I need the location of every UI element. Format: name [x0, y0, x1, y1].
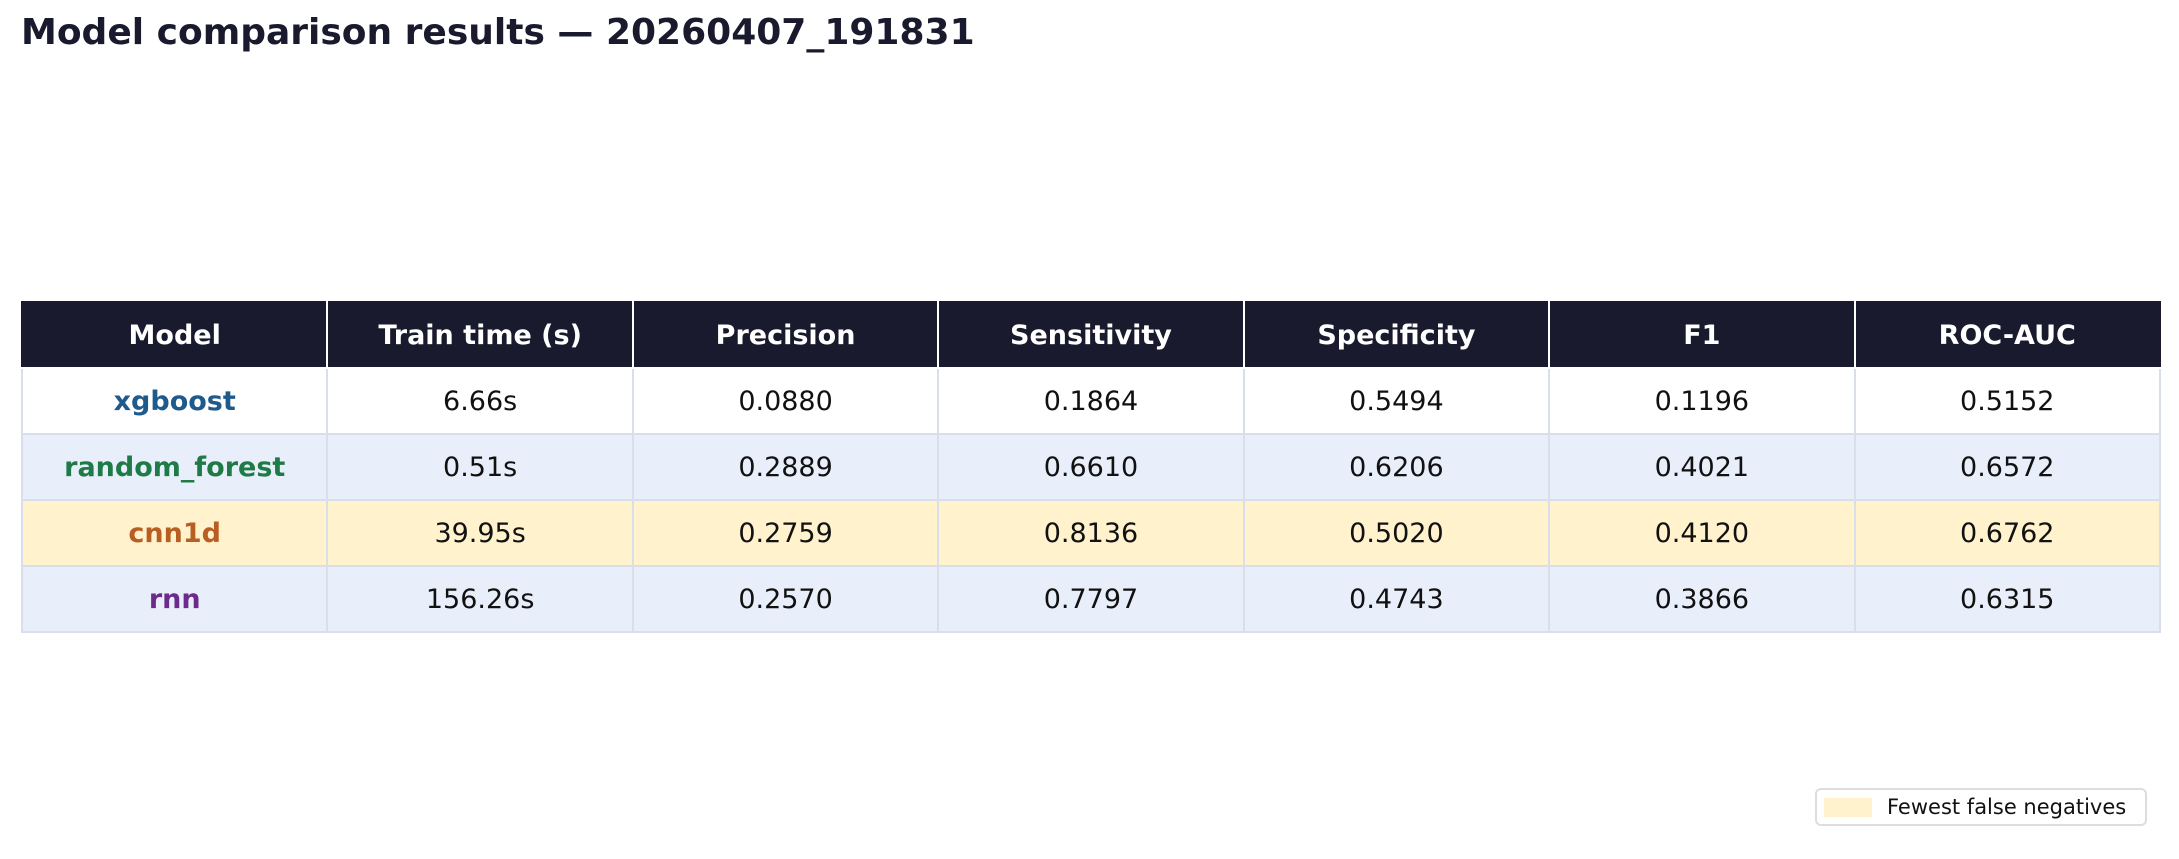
model-name: random_forest — [20, 433, 329, 501]
table-row: random_forest 0.51s 0.2889 0.6610 0.6206 0.40… — [20, 433, 2162, 501]
model-name: rnn — [20, 565, 329, 633]
cell: 156.26s — [326, 565, 634, 633]
cell: 0.6206 — [1242, 433, 1551, 501]
table-header: Model Train time (s) Precision Sensitivity S… — [20, 301, 2162, 369]
cell: 0.6762 — [1853, 499, 2162, 567]
results-table: Model Train time (s) Precision Sensitivity S… — [20, 301, 2162, 633]
column-header: Model — [20, 301, 329, 369]
cell: 0.6572 — [1853, 433, 2162, 501]
legend-label: Fewest false negatives — [1887, 795, 2127, 819]
cell: 0.4021 — [1548, 433, 1856, 501]
column-header: Precision — [631, 301, 940, 369]
cell: 0.0880 — [631, 367, 940, 435]
cell: 6.66s — [326, 367, 634, 435]
table-body: xgboost 6.66s 0.0880 0.1864 0.5494 0.1196 0.51… — [20, 367, 2162, 633]
model-name: xgboost — [20, 367, 329, 435]
column-header: Specificity — [1242, 301, 1551, 369]
cell: 0.8136 — [937, 499, 1245, 567]
cell: 0.4743 — [1242, 565, 1551, 633]
column-header: ROC-AUC — [1853, 301, 2162, 369]
legend-swatch — [1824, 798, 1872, 817]
cell: 0.2570 — [631, 565, 940, 633]
cell: 0.6610 — [937, 433, 1245, 501]
cell: 0.5020 — [1242, 499, 1551, 567]
cell: 0.3866 — [1548, 565, 1856, 633]
cell: 0.2889 — [631, 433, 940, 501]
cell: 0.2759 — [631, 499, 940, 567]
model-name: cnn1d — [20, 499, 329, 567]
cell: 0.7797 — [937, 565, 1245, 633]
legend: Fewest false negatives — [1815, 788, 2147, 826]
table-row: cnn1d 39.95s 0.2759 0.8136 0.5020 0.4120 0.676… — [20, 499, 2162, 567]
title: Model comparison results — 20260407_1918… — [21, 12, 975, 53]
column-header: Train time (s) — [326, 301, 634, 369]
cell: 0.1196 — [1548, 367, 1856, 435]
cell: 0.5152 — [1853, 367, 2162, 435]
header-row: Model Train time (s) Precision Sensitivity S… — [20, 301, 2162, 369]
cell: 0.1864 — [937, 367, 1245, 435]
cell: 39.95s — [326, 499, 634, 567]
column-header: F1 — [1548, 301, 1856, 369]
table-row: xgboost 6.66s 0.0880 0.1864 0.5494 0.1196 0.51… — [20, 367, 2162, 435]
cell: 0.5494 — [1242, 367, 1551, 435]
cell: 0.51s — [326, 433, 634, 501]
cell: 0.4120 — [1548, 499, 1856, 567]
cell: 0.6315 — [1853, 565, 2162, 633]
table-row: rnn 156.26s 0.2570 0.7797 0.4743 0.3866 0.6315 — [20, 565, 2162, 633]
column-header: Sensitivity — [937, 301, 1245, 369]
